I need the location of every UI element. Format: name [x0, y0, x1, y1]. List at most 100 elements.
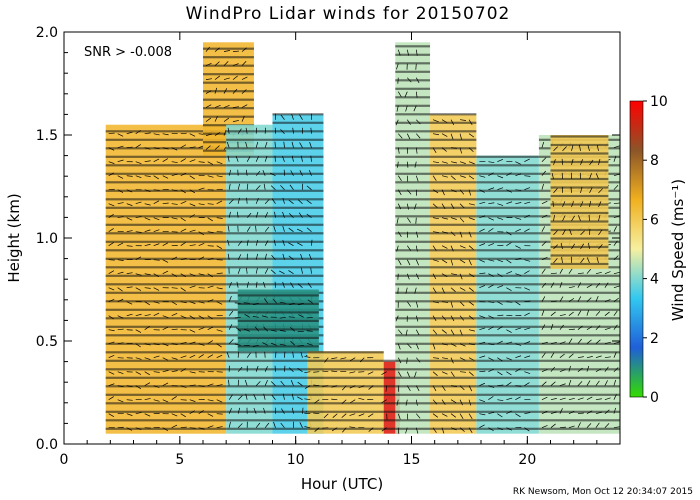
wind-barb — [415, 245, 418, 252]
wind-barb — [162, 133, 169, 136]
range-gate-band — [550, 254, 609, 257]
wind-barb — [524, 371, 531, 374]
wind-barb — [587, 145, 590, 151]
wind-barb — [263, 298, 269, 304]
wind-barb — [246, 281, 249, 288]
wind-barb — [541, 282, 547, 288]
range-gate-band — [395, 334, 431, 337]
range-gate-band — [272, 427, 324, 430]
range-gate-band — [395, 155, 431, 158]
wind-barb — [198, 343, 205, 346]
wind-barb — [397, 147, 400, 154]
range-gate-band — [476, 359, 539, 362]
wind-barb — [613, 352, 617, 358]
wind-barb — [274, 155, 276, 162]
wind-barb — [108, 371, 115, 375]
wind-barb — [524, 259, 531, 262]
x-tick-label: 10 — [287, 452, 305, 468]
wind-barb — [515, 385, 522, 387]
wind-barb — [524, 312, 530, 317]
wind-barb — [550, 282, 555, 288]
range-gate-band — [550, 169, 609, 172]
wind-barb — [207, 258, 214, 261]
wind-barb — [397, 91, 402, 98]
range-gate-band — [226, 393, 273, 396]
wind-barb — [441, 273, 448, 277]
wind-barb — [441, 287, 445, 294]
wind-barb — [180, 287, 186, 292]
wind-barb — [580, 257, 585, 264]
wind-barb — [396, 63, 399, 70]
range-gate-band — [272, 385, 324, 388]
range-gate-band — [395, 172, 431, 175]
snr-annotation: SNR > -0.008 — [84, 45, 172, 60]
wind-barb — [153, 355, 160, 359]
wind-barb — [180, 273, 187, 278]
wind-barb — [515, 173, 522, 177]
wind-region — [304, 351, 384, 434]
wind-barb — [237, 240, 243, 246]
range-gate-band — [105, 130, 227, 133]
wind-barb — [541, 200, 548, 205]
wind-barb — [214, 145, 220, 150]
wind-barb — [263, 326, 269, 332]
wind-barb — [171, 424, 178, 429]
wind-barb — [613, 394, 617, 400]
range-gate-band — [105, 266, 227, 269]
wind-barb — [479, 175, 486, 178]
wind-barb — [415, 77, 420, 84]
range-gate-band — [203, 47, 254, 50]
wind-barb — [506, 242, 512, 246]
wind-barb — [153, 200, 160, 205]
wind-barb — [304, 371, 311, 374]
wind-barb — [414, 287, 417, 294]
wind-barb — [568, 410, 575, 415]
wind-barb — [310, 155, 312, 162]
colorbar-tick-label: 4 — [650, 272, 659, 288]
wind-barb — [264, 268, 269, 274]
range-gate-band — [272, 181, 324, 184]
wind-barb — [396, 399, 399, 406]
range-gate-band — [430, 283, 477, 286]
wind-barb — [416, 357, 421, 363]
wind-region — [476, 155, 539, 434]
wind-barb — [273, 421, 276, 428]
wind-barb — [414, 161, 417, 168]
wind-barb — [216, 217, 223, 219]
range-gate-band — [395, 232, 431, 235]
range-gate-band — [237, 311, 319, 314]
wind-barb — [117, 271, 124, 275]
wind-barb — [223, 77, 230, 80]
wind-barb — [117, 371, 124, 375]
wind-barb — [227, 127, 230, 134]
wind-barb — [198, 161, 205, 163]
wind-barb — [580, 187, 583, 193]
range-gate-band — [383, 359, 400, 362]
wind-barb — [595, 368, 602, 373]
wind-barb — [117, 202, 124, 205]
wind-barb — [479, 370, 486, 373]
wind-barb — [205, 90, 212, 94]
wind-barb — [126, 203, 133, 206]
wind-barb — [162, 242, 169, 247]
x-axis-title: Hour (UTC) — [301, 475, 383, 493]
wind-barb — [205, 145, 211, 150]
wind-barb — [450, 287, 456, 292]
range-gate-band — [105, 385, 227, 388]
wind-barb — [189, 229, 196, 233]
wind-barb — [541, 214, 548, 219]
wind-barb — [255, 281, 258, 288]
wind-barb — [296, 228, 303, 233]
wind-barb — [406, 133, 411, 140]
wind-barb — [598, 201, 602, 208]
wind-barb — [207, 273, 213, 278]
wind-barb — [432, 315, 437, 322]
wind-barb — [515, 355, 522, 359]
range-gate-band — [395, 291, 431, 294]
range-gate-band — [105, 376, 227, 379]
x-tick-label: 0 — [60, 452, 69, 468]
wind-barb — [300, 253, 303, 260]
wind-barb — [562, 201, 566, 208]
range-gate-band — [476, 198, 539, 201]
wind-barb — [263, 281, 266, 288]
